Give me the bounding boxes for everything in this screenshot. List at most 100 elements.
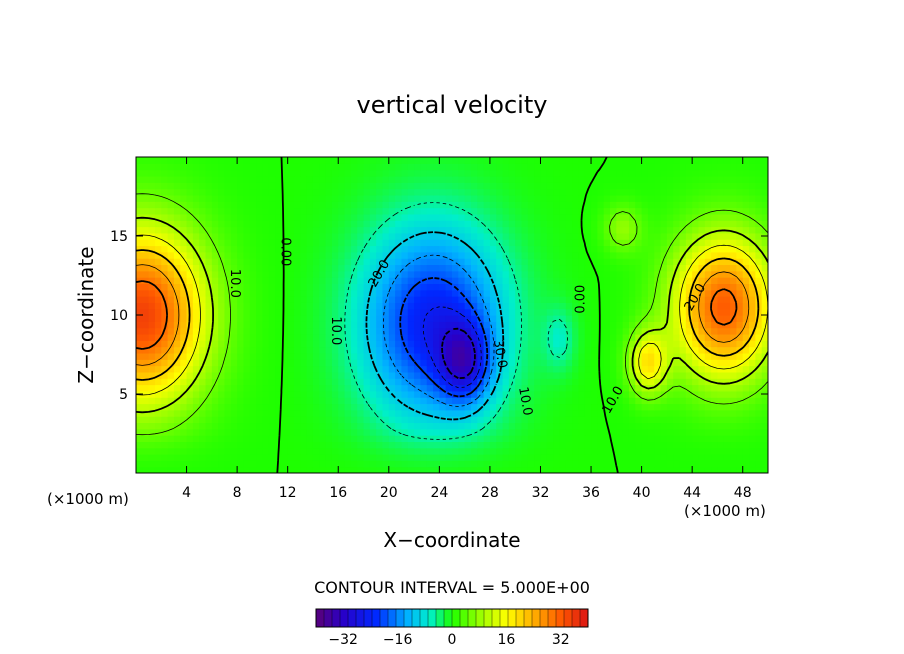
field-cell (704, 466, 712, 473)
field-cell (344, 384, 352, 392)
field-cell (521, 169, 529, 177)
field-cell (647, 403, 655, 411)
field-cell (673, 422, 681, 430)
field-cell (641, 346, 649, 354)
field-cell (262, 296, 270, 303)
field-cell (546, 245, 554, 253)
field-cell (186, 340, 194, 348)
field-cell (312, 346, 320, 354)
field-cell (395, 157, 403, 164)
field-cell (136, 352, 143, 360)
field-cell (559, 346, 567, 354)
field-cell (224, 321, 232, 329)
field-cell (414, 213, 421, 221)
field-cell (502, 308, 510, 316)
field-cell (338, 251, 346, 259)
field-cell (572, 182, 579, 190)
field-cell (426, 302, 434, 310)
field-cell (477, 435, 485, 442)
field-cell (325, 390, 333, 398)
field-cell (647, 460, 655, 468)
field-cell (553, 220, 561, 228)
field-cell (502, 346, 510, 354)
field-cell (338, 416, 346, 424)
field-cell (237, 390, 245, 398)
field-cell (357, 346, 365, 354)
field-cell (641, 182, 649, 190)
field-cell (338, 359, 346, 367)
field-cell (540, 201, 548, 209)
field-cell (420, 359, 428, 367)
field-cell (148, 422, 156, 430)
field-cell (761, 315, 768, 322)
field-cell (312, 163, 320, 171)
field-cell (237, 308, 245, 316)
field-cell (312, 327, 320, 335)
field-cell (414, 460, 421, 468)
field-cell (565, 447, 573, 455)
field-cell (287, 352, 295, 360)
field-cell (736, 384, 744, 392)
field-cell (458, 390, 466, 398)
field-cell (458, 422, 466, 430)
field-cell (622, 352, 630, 360)
field-cell (357, 194, 365, 202)
field-cell (584, 447, 592, 455)
field-cell (553, 460, 561, 468)
field-cell (237, 340, 245, 348)
field-cell (704, 384, 712, 392)
field-cell (312, 232, 320, 240)
field-cell (224, 169, 232, 177)
field-cell (584, 460, 592, 468)
field-cell (401, 441, 409, 449)
field-cell (591, 220, 598, 228)
field-cell (610, 409, 617, 417)
field-cell (426, 416, 434, 424)
field-cell (565, 201, 573, 209)
field-cell (654, 371, 662, 379)
field-cell (357, 359, 365, 367)
field-cell (154, 226, 162, 234)
field-cell (319, 258, 327, 266)
field-cell (578, 232, 586, 240)
field-cell (673, 447, 681, 455)
field-cell (357, 157, 365, 164)
field-cell (496, 308, 504, 316)
field-cell (268, 283, 276, 291)
field-cell (591, 422, 598, 430)
field-cell (148, 207, 156, 215)
field-cell (717, 315, 725, 322)
field-cell (388, 213, 396, 221)
field-cell (300, 441, 308, 449)
field-cell (565, 435, 573, 442)
field-cell (742, 163, 750, 171)
field-cell (717, 403, 725, 411)
field-cell (426, 359, 434, 367)
field-cell (660, 346, 668, 354)
field-cell (647, 182, 655, 190)
field-cell (186, 390, 194, 398)
field-cell (546, 454, 554, 461)
field-cell (628, 251, 636, 259)
field-cell (458, 188, 466, 196)
field-cell (167, 378, 175, 386)
field-cell (610, 460, 617, 468)
field-cell (483, 308, 491, 316)
field-cell (407, 466, 415, 473)
field-cell (350, 416, 358, 424)
field-cell (167, 352, 175, 360)
field-cell (610, 321, 617, 329)
field-cell (433, 384, 440, 392)
field-cell (470, 397, 478, 405)
field-cell (508, 352, 516, 360)
field-cell (230, 346, 238, 354)
field-cell (470, 447, 478, 455)
field-cell (452, 409, 459, 417)
field-cell (262, 283, 270, 291)
field-cell (591, 397, 598, 405)
field-cell (369, 315, 377, 322)
field-cell (698, 226, 706, 234)
field-cell (565, 365, 573, 373)
field-cell (173, 157, 181, 164)
